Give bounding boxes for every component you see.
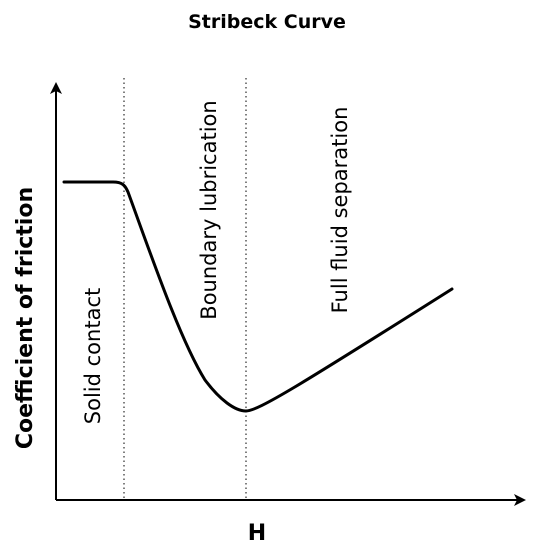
region-label-boundary-lubrication: Boundary lubrication [197,100,221,319]
region-label-solid-contact: Solid contact [81,288,105,424]
diagram-title: Stribeck Curve [188,11,346,33]
region-label-full-fluid-separation: Full fluid separation [328,107,352,314]
stribeck-curve [62,180,454,413]
x-axis-label: H [248,521,266,546]
y-axis-label: Coefficient of friction [13,187,38,449]
